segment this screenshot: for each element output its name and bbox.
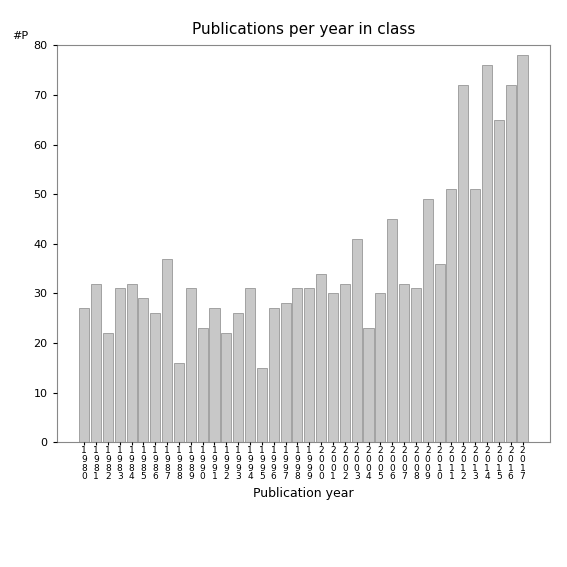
Bar bbox=[458, 85, 468, 442]
Bar bbox=[470, 189, 480, 442]
Bar bbox=[138, 298, 149, 442]
Bar bbox=[494, 120, 504, 442]
Bar bbox=[281, 303, 291, 442]
Bar bbox=[316, 274, 326, 442]
Bar bbox=[399, 284, 409, 442]
Bar bbox=[304, 289, 314, 442]
Bar bbox=[162, 259, 172, 442]
Bar bbox=[293, 289, 302, 442]
Bar bbox=[209, 308, 219, 442]
Bar bbox=[363, 328, 374, 442]
Bar bbox=[387, 219, 397, 442]
Bar bbox=[245, 289, 255, 442]
Bar bbox=[423, 199, 433, 442]
Bar bbox=[375, 294, 386, 442]
Bar bbox=[150, 313, 160, 442]
Bar bbox=[269, 308, 279, 442]
Bar bbox=[221, 333, 231, 442]
Bar bbox=[411, 289, 421, 442]
Bar bbox=[352, 239, 362, 442]
X-axis label: Publication year: Publication year bbox=[253, 487, 354, 500]
Bar bbox=[115, 289, 125, 442]
Bar bbox=[506, 85, 516, 442]
Bar bbox=[233, 313, 243, 442]
Bar bbox=[174, 363, 184, 442]
Bar bbox=[126, 284, 137, 442]
Bar bbox=[340, 284, 350, 442]
Bar bbox=[518, 56, 527, 442]
Bar bbox=[446, 189, 456, 442]
Bar bbox=[482, 65, 492, 442]
Bar bbox=[79, 308, 89, 442]
Bar bbox=[186, 289, 196, 442]
Bar bbox=[91, 284, 101, 442]
Bar bbox=[103, 333, 113, 442]
Bar bbox=[434, 264, 445, 442]
Bar bbox=[198, 328, 208, 442]
Bar bbox=[328, 294, 338, 442]
Title: Publications per year in class: Publications per year in class bbox=[192, 22, 415, 37]
Bar bbox=[257, 368, 267, 442]
Text: #P: #P bbox=[12, 31, 28, 41]
